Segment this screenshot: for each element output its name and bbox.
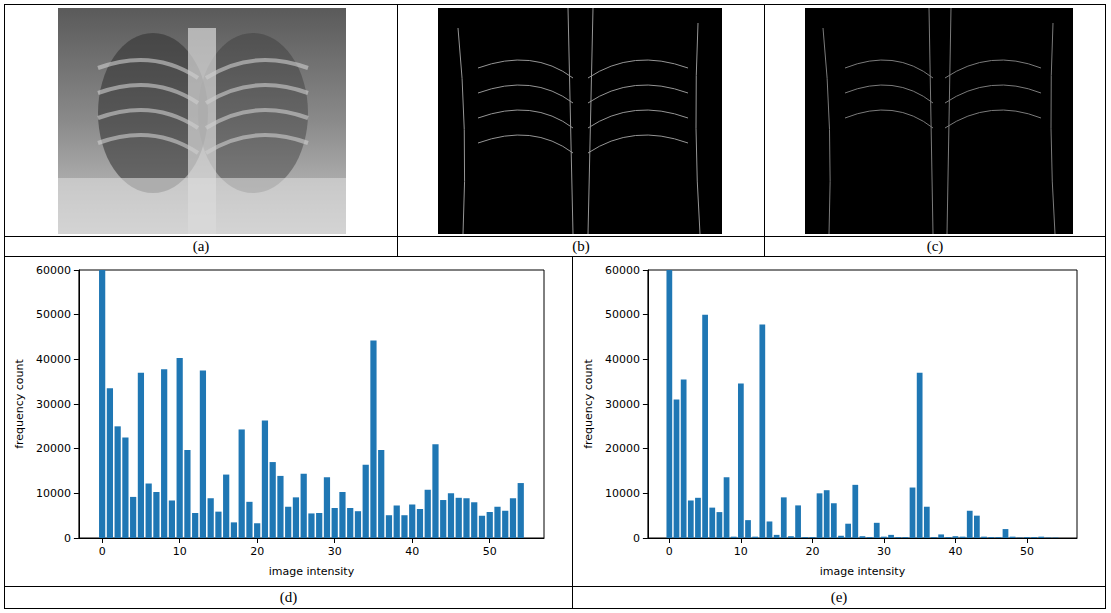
svg-text:40: 40 — [948, 545, 962, 558]
svg-text:0: 0 — [633, 532, 640, 545]
svg-text:0: 0 — [64, 532, 71, 545]
svg-text:20: 20 — [805, 545, 819, 558]
svg-text:50: 50 — [483, 545, 497, 558]
svg-text:10000: 10000 — [605, 487, 640, 500]
html-text:(b): (b) — [572, 238, 590, 254]
svg-text:frequency count: frequency count — [13, 358, 26, 448]
svg-text:30000: 30000 — [605, 398, 640, 411]
svg-text:50: 50 — [1020, 545, 1034, 558]
svg-text:0: 0 — [99, 545, 106, 558]
svg-text:10: 10 — [173, 545, 187, 558]
svg-text:image intensity: image intensity — [820, 565, 906, 578]
html-text:(e): (e) — [830, 589, 848, 605]
svg-text:frequency count: frequency count — [582, 358, 595, 448]
svg-text:10: 10 — [734, 545, 748, 558]
svg-text:40000: 40000 — [605, 353, 640, 366]
svg-text:20: 20 — [250, 545, 264, 558]
svg-text:40: 40 — [405, 545, 419, 558]
svg-text:40000: 40000 — [36, 353, 71, 366]
svg-text:60000: 60000 — [605, 264, 640, 277]
svg-text:20000: 20000 — [605, 442, 640, 455]
svg-text:30000: 30000 — [36, 398, 71, 411]
svg-text:image intensity: image intensity — [269, 565, 355, 578]
svg-text:0: 0 — [666, 545, 673, 558]
html-text:(a): (a) — [192, 238, 210, 254]
html-text:(c): (c) — [926, 238, 944, 254]
svg-text:10000: 10000 — [36, 487, 71, 500]
svg-text:30: 30 — [328, 545, 342, 558]
svg-text:20000: 20000 — [36, 442, 71, 455]
svg-text:30: 30 — [877, 545, 891, 558]
svg-text:60000: 60000 — [36, 264, 71, 277]
svg-text:50000: 50000 — [605, 308, 640, 321]
html-text:(d): (d) — [279, 589, 298, 605]
svg-text:50000: 50000 — [36, 308, 71, 321]
